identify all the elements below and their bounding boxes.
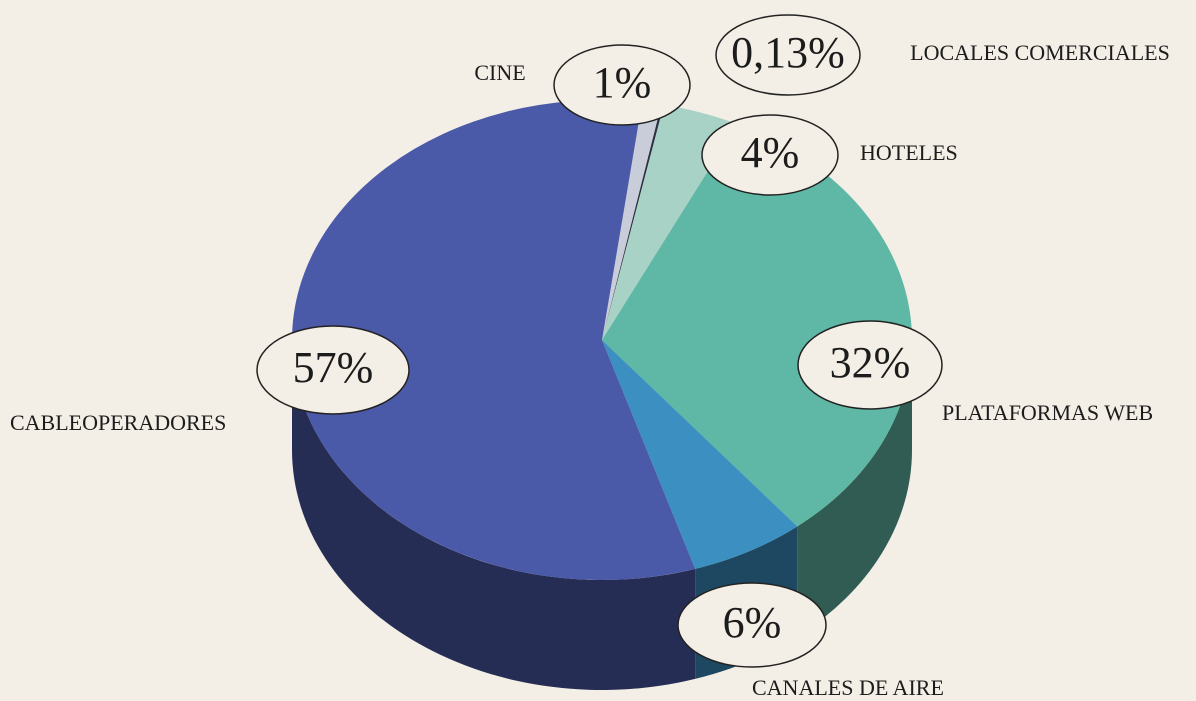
value-label: 6% <box>723 598 782 647</box>
slice <box>602 104 664 340</box>
category-label: CINE <box>474 60 525 85</box>
label-bubble <box>701 114 839 196</box>
category-label: LOCALES COMERCIALES <box>910 40 1170 65</box>
category-label: PLATAFORMAS WEB <box>942 400 1153 425</box>
category-label: HOTELES <box>860 140 958 165</box>
slice <box>602 124 913 527</box>
slice <box>602 102 662 340</box>
value-label: 32% <box>830 338 911 387</box>
value-label: 0,13% <box>731 28 845 77</box>
label-bubble <box>715 14 861 96</box>
category-label: CABLEOPERADORES <box>10 410 226 435</box>
value-label: 57% <box>293 343 374 392</box>
label-bubble <box>797 320 943 410</box>
label-bubble <box>677 582 827 668</box>
label-bubble <box>256 325 410 415</box>
slice <box>602 340 798 569</box>
value-label: 1% <box>593 58 652 107</box>
slice <box>292 100 696 581</box>
slice-side <box>797 340 912 637</box>
value-label: 4% <box>741 128 800 177</box>
label-bubble <box>553 44 691 126</box>
slice-side <box>292 340 696 690</box>
category-label: CANALES DE AIRE <box>752 675 944 700</box>
